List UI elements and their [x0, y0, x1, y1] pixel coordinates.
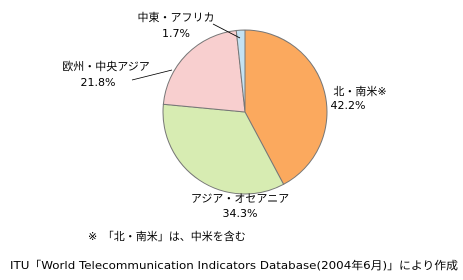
slice-label: アジア・オセアニア [191, 192, 289, 205]
value-label: 34.3% [223, 207, 258, 220]
note: ※ 「北・南米」は、中米を含む [88, 229, 246, 243]
source: ITU「World Telecommunication Indicators D… [10, 258, 458, 272]
value-label: 21.8% [81, 76, 116, 89]
slice-label: 欧州・中央アジア [62, 60, 150, 73]
slice-label: 北・南米※ [333, 85, 386, 98]
pie-slice [244, 29, 328, 186]
slice-label: 中東・アフリカ [138, 11, 215, 24]
pie-slice [162, 29, 246, 113]
pie-slice [235, 29, 246, 113]
value-label: 42.2% [331, 99, 366, 112]
value-label: 1.7% [162, 27, 190, 40]
leader-line [131, 69, 173, 81]
leader-line [212, 23, 241, 39]
pie-slice [162, 103, 285, 195]
